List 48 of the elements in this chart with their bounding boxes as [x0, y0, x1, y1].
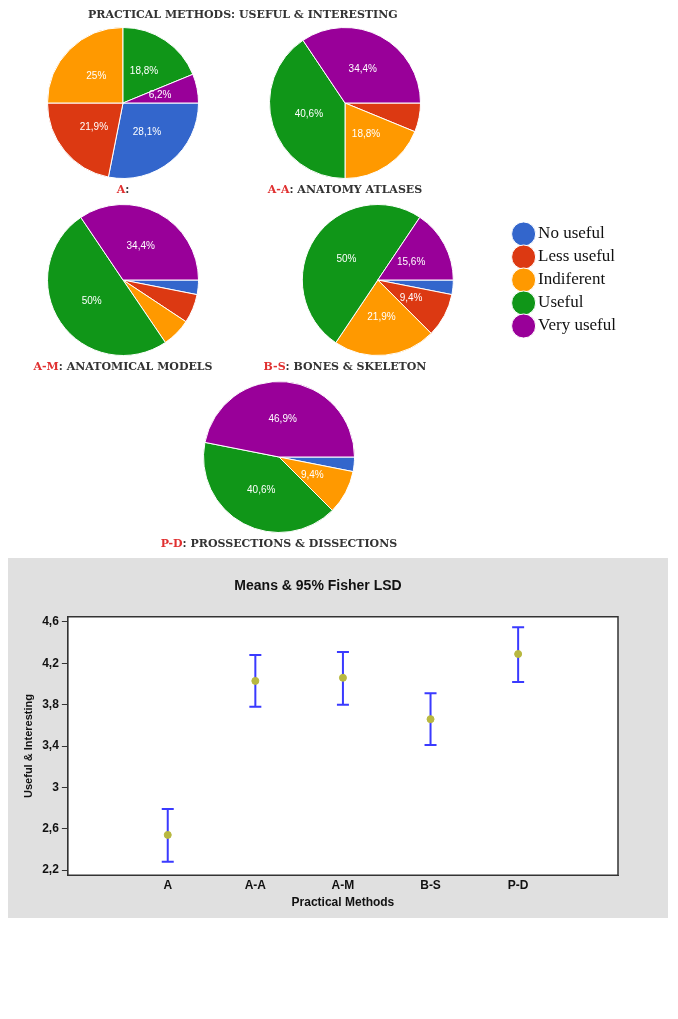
x-tick-label: A — [163, 877, 173, 892]
legend-label: Indiferent — [538, 269, 606, 289]
y-tick-label: 4,6 — [42, 614, 60, 629]
data-label: 9,4% — [399, 291, 423, 303]
data-label: 21,9% — [367, 311, 396, 323]
x-tick-label: A-A — [244, 877, 267, 892]
y-tick-label: 3,8 — [42, 696, 60, 711]
y-tick-label: 2,6 — [42, 821, 60, 835]
data-label: 46,9% — [268, 413, 297, 425]
data-label: 21,9% — [79, 120, 109, 132]
text: A: — [116, 183, 130, 196]
data-label: 25% — [86, 70, 107, 82]
y-axis-title: Useful & Interesting — [21, 694, 34, 798]
point — [338, 673, 347, 682]
data-label: 9,4% — [300, 468, 324, 480]
data-label: 18,8% — [129, 65, 159, 77]
x-tick-label: A-M — [331, 877, 355, 892]
point — [514, 650, 523, 659]
data-label: 34,4% — [126, 240, 156, 252]
point — [163, 830, 172, 839]
text: B-S: BONES & SKELETON — [263, 360, 427, 373]
text: P-D: PROSSECTIONS & DISSECTIONS — [160, 537, 398, 550]
chart-title: Means & 95% Fisher LSD — [234, 577, 402, 594]
data-label: 6,2% — [148, 89, 172, 101]
point — [251, 676, 260, 685]
y-tick-label: 2,2 — [42, 862, 60, 877]
data-label: 15,6% — [396, 255, 426, 267]
data-label: 40,6% — [247, 484, 276, 496]
text: A-A: ANATOMY ATLASES — [267, 183, 423, 196]
data-label: 18,8% — [351, 128, 381, 140]
legend-label: Less useful — [538, 246, 616, 266]
data-label: 50% — [336, 252, 357, 264]
y-tick-label: 4,2 — [42, 655, 60, 670]
data-label: 34,4% — [348, 63, 378, 75]
legend-label: Very useful — [538, 315, 617, 335]
point — [426, 715, 435, 724]
x-axis-title: Practical Methods — [291, 895, 395, 910]
y-tick-label: 3 — [52, 779, 60, 794]
y-tick-label: 3,4 — [42, 738, 60, 753]
legend-label: No useful — [538, 223, 605, 243]
x-tick-label: B-S — [420, 877, 441, 892]
data-label: 50% — [81, 294, 102, 306]
legend-label: Useful — [538, 292, 584, 312]
x-tick-label: P-D — [507, 877, 529, 892]
data-label: 28,1% — [132, 125, 162, 137]
text: PRACTICAL METHODS: USEFUL & INTERESTING — [87, 8, 399, 21]
text: A-M: ANATOMICAL MODELS — [33, 360, 213, 373]
data-label: 40,6% — [294, 107, 324, 119]
